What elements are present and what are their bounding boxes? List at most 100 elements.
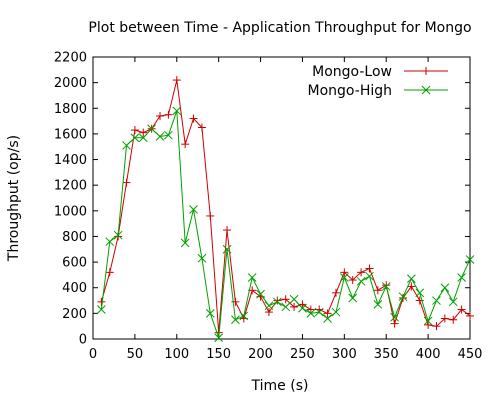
x-tick-label: 150 — [206, 347, 231, 362]
data-point — [440, 283, 450, 293]
series-line — [100, 79, 471, 333]
data-point — [423, 316, 433, 326]
data-point — [306, 305, 315, 314]
legend-label: Mongo-Low — [312, 64, 392, 80]
legend: Mongo-Low Mongo-High — [308, 64, 448, 99]
data-point — [138, 133, 148, 143]
data-point — [180, 238, 190, 248]
data-point — [105, 268, 114, 277]
data-point — [432, 296, 441, 305]
data-point — [440, 314, 449, 323]
data-point — [139, 128, 148, 137]
data-point — [247, 273, 257, 282]
x-tick-label: 350 — [374, 347, 399, 362]
data-point — [465, 255, 475, 264]
y-tick-label: 1000 — [54, 204, 87, 219]
data-point — [97, 297, 106, 306]
data-point — [448, 297, 458, 307]
legend-swatch-marker — [421, 85, 431, 95]
y-tick-label: 600 — [62, 256, 87, 271]
data-point — [130, 133, 140, 143]
data-point — [365, 264, 374, 273]
legend-swatch-marker — [422, 67, 430, 75]
data-point — [298, 303, 307, 313]
data-point — [264, 308, 273, 317]
legend-label: Mongo-High — [308, 83, 392, 99]
data-point — [356, 276, 366, 286]
y-tick-label: 1400 — [54, 153, 87, 168]
data-point — [172, 106, 182, 116]
data-point — [256, 289, 265, 299]
x-axis: 0 50 100 150 200 250 300 350 400 450 — [89, 57, 482, 362]
data-point — [314, 307, 324, 317]
y-axis: 0 200 400 600 800 1000 1200 1400 1600 1800 2000 220… — [54, 51, 470, 348]
data-point — [164, 110, 173, 119]
y-tick-label: 800 — [62, 230, 87, 245]
chart-title: Plot between Time - Application Throughp… — [88, 20, 471, 36]
data-point — [323, 309, 332, 318]
data-point — [122, 178, 131, 187]
data-point — [306, 309, 316, 318]
data-point — [457, 305, 466, 314]
data-point — [156, 111, 165, 120]
x-axis-label: Time (s) — [251, 378, 309, 394]
data-point — [348, 276, 357, 285]
data-point — [390, 319, 399, 328]
x-tick-label: 400 — [416, 347, 441, 362]
y-tick-label: 200 — [62, 307, 87, 322]
data-point — [281, 302, 291, 312]
data-point — [197, 123, 206, 132]
data-point — [290, 302, 299, 311]
data-point — [449, 315, 458, 324]
series-mongo-high — [97, 106, 475, 343]
y-tick-label: 1200 — [54, 179, 87, 194]
series-line — [100, 110, 471, 338]
y-tick-label: 400 — [62, 281, 87, 296]
data-point — [172, 76, 181, 85]
data-point — [432, 322, 441, 331]
data-point — [206, 211, 215, 220]
x-tick-label: 300 — [332, 347, 357, 362]
data-point — [113, 230, 123, 240]
data-point — [122, 141, 131, 150]
data-point — [222, 244, 232, 254]
data-point — [339, 273, 349, 282]
y-tick-label: 1600 — [54, 127, 87, 142]
data-point — [105, 237, 115, 246]
data-point — [331, 288, 340, 297]
data-point — [373, 286, 382, 295]
data-point — [289, 294, 299, 304]
data-point — [231, 315, 240, 325]
data-point — [398, 292, 408, 302]
data-point — [466, 311, 474, 320]
x-tick-label: 250 — [290, 347, 315, 362]
x-tick-label: 200 — [248, 347, 273, 362]
data-point — [189, 114, 198, 123]
data-point — [348, 293, 358, 303]
data-point — [415, 288, 425, 298]
data-point — [298, 300, 307, 309]
data-point — [181, 140, 190, 149]
y-tick-label: 2200 — [54, 51, 87, 66]
data-point — [365, 271, 374, 281]
data-point — [381, 282, 391, 291]
plot-frame — [92, 56, 471, 340]
data-point — [189, 205, 198, 214]
data-point — [457, 273, 466, 282]
data-point — [239, 311, 249, 321]
data-point — [323, 314, 332, 323]
data-point — [357, 268, 366, 277]
data-point — [130, 126, 139, 135]
data-point — [281, 295, 290, 304]
data-point — [331, 307, 341, 317]
data-point — [273, 296, 282, 305]
series-mongo-low — [97, 76, 474, 337]
data-point — [205, 309, 215, 318]
y-tick-label: 1800 — [54, 102, 87, 117]
series-layer — [97, 76, 475, 343]
y-tick-label: 0 — [79, 333, 87, 348]
x-tick-label: 100 — [164, 347, 189, 362]
x-tick-label: 0 — [89, 347, 97, 362]
data-point — [155, 132, 165, 141]
